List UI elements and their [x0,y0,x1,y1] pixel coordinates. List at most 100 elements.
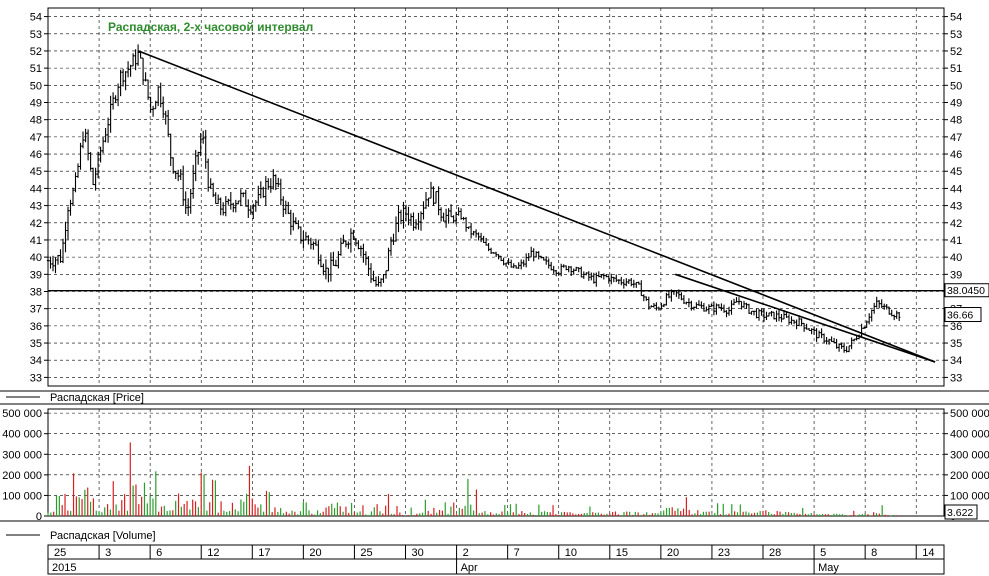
price-ytick-label: 46 [30,149,42,161]
price-ytick-label: 44 [30,183,42,195]
price-ytick-label: 35 [950,338,962,350]
volume-ytick-label: 400 000 [950,429,989,441]
price-ytick-label: 45 [30,166,42,178]
chart-title: Распадская, 2-х часовой интервал [108,20,313,34]
price-ytick-label: 35 [30,338,42,350]
price-ytick-label: 53 [950,29,962,41]
trendline [674,273,936,363]
trendline [138,50,936,363]
last-price-label: 36.66 [947,310,973,322]
date-day-label: 30 [412,547,424,559]
last-volume-box [944,504,978,520]
price-ytick-label: 40 [30,252,42,264]
price-y-axis-right: 3334353637383940414243444546474849505152… [944,12,962,384]
price-ytick-label: 54 [950,12,962,24]
date-day-label: 6 [156,547,162,559]
price-ytick-label: 40 [950,252,962,264]
price-ytick-label: 48 [950,115,962,127]
price-ytick-label: 39 [950,269,962,281]
price-ytick-label: 33 [30,372,42,384]
price-ytick-label: 52 [950,46,962,58]
date-day-label: 25 [54,547,66,559]
price-grid [48,8,944,386]
date-day-label: 10 [565,547,577,559]
volume-panel: 0 100 000 200 000 300 000 400 000 500 000 0 10… [2,408,989,523]
price-ytick-label: 43 [30,201,42,213]
price-ytick-label: 36 [950,321,962,333]
last-price-box [944,307,982,323]
last-volume-label: 3.622 [947,507,973,519]
price-ytick-label: 41 [950,235,962,247]
price-ytick-label: 43 [950,201,962,213]
price-ytick-label: 39 [30,269,42,281]
volume-tags: 3.622 [944,504,978,520]
date-period-label: May [818,562,839,574]
price-series [46,44,901,353]
price-ytick-label: 53 [30,29,42,41]
date-day-label: 8 [871,547,877,559]
volume-ytick-label: 100 000 [2,490,42,502]
date-period-label: Apr [461,562,478,574]
date-day-label: 23 [718,547,730,559]
date-day-label: 20 [309,547,321,559]
date-day-label: 15 [616,547,628,559]
trendlines [138,50,936,363]
volume-legend-label[interactable]: Распадская [Volume] [50,530,156,542]
date-day-label: 2 [463,547,469,559]
volume-ytick-label: 200 000 [950,470,989,482]
volume-ytick-label: 500 000 [950,408,989,420]
price-ytick-label: 47 [30,132,42,144]
price-ytick-label: 51 [950,63,962,75]
price-ytick-label: 46 [950,149,962,161]
price-ytick-label: 49 [30,98,42,110]
volume-ytick-label: 300 000 [950,449,989,461]
date-axis: 25 3 6 12 17 20 25 30 2 7 10 15 20 23 28 5 8 14 20 15 Apr Ma… [47,544,945,575]
price-ytick-label: 45 [950,166,962,178]
volume-ytick-label: 0 [36,511,42,523]
price-ytick-label: 50 [30,80,42,92]
price-ytick-label: 42 [950,218,962,230]
price-bars [46,44,901,353]
date-day-labels: 25 3 6 12 17 20 25 30 2 7 10 15 20 23 28 5 8 14 [47,545,934,559]
volume-ytick-label: 200 000 [2,470,42,482]
price-ytick-label: 54 [30,12,42,24]
volume-ytick-label: 400 000 [2,429,42,441]
price-ytick-label: 41 [30,235,42,247]
date-day-label: 20 [667,547,679,559]
volume-ytick-label: 500 000 [2,408,42,420]
price-ytick-label: 37 [30,304,42,316]
price-ytick-label: 42 [30,218,42,230]
date-day-label: 5 [820,547,826,559]
price-ytick-label: 33 [950,372,962,384]
price-ytick-label: 38 [30,287,42,299]
support-value-box [944,283,989,298]
date-period-labels: 2015 Apr May [47,559,839,574]
volume-ytick-label: 100 000 [950,490,989,502]
support-value-label: 38.0450 [947,285,985,297]
price-y-axis-left: 33 34 35 36 37 38 39 40 41 42 43 44 45 46 47 48 49 50 51 52… [30,12,48,384]
price-plot-frame [47,7,945,387]
price-tags: 38.0450 36.66 [944,283,989,323]
date-day-label: 25 [360,547,372,559]
price-legend-label[interactable]: Распадская [Price] [50,392,144,404]
price-ytick-label: 52 [30,46,42,58]
date-day-label: 3 [105,547,111,559]
price-ytick-label: 44 [950,183,962,195]
price-ytick-label: 47 [950,132,962,144]
volume-y-axis-left: 0 100 000 200 000 300 000 400 000 500 000 [2,408,48,523]
price-panel: 33 34 35 36 37 38 39 40 41 42 43 44 45 46 47 48 49 50 51 52… [30,7,989,387]
price-ytick-label: 48 [30,115,42,127]
price-ytick-label: 36 [30,321,42,333]
date-day-label: 7 [514,547,520,559]
volume-plot-frame [47,408,945,517]
price-ytick-label: 49 [950,98,962,110]
price-ytick-label: 50 [950,80,962,92]
price-ytick-label: 51 [30,63,42,75]
date-day-label: 17 [258,547,270,559]
date-day-label: 12 [207,547,219,559]
date-day-label: 28 [769,547,781,559]
date-day-label: 14 [922,547,934,559]
price-ytick-label: 34 [950,355,962,367]
volume-ytick-label: 300 000 [2,449,42,461]
